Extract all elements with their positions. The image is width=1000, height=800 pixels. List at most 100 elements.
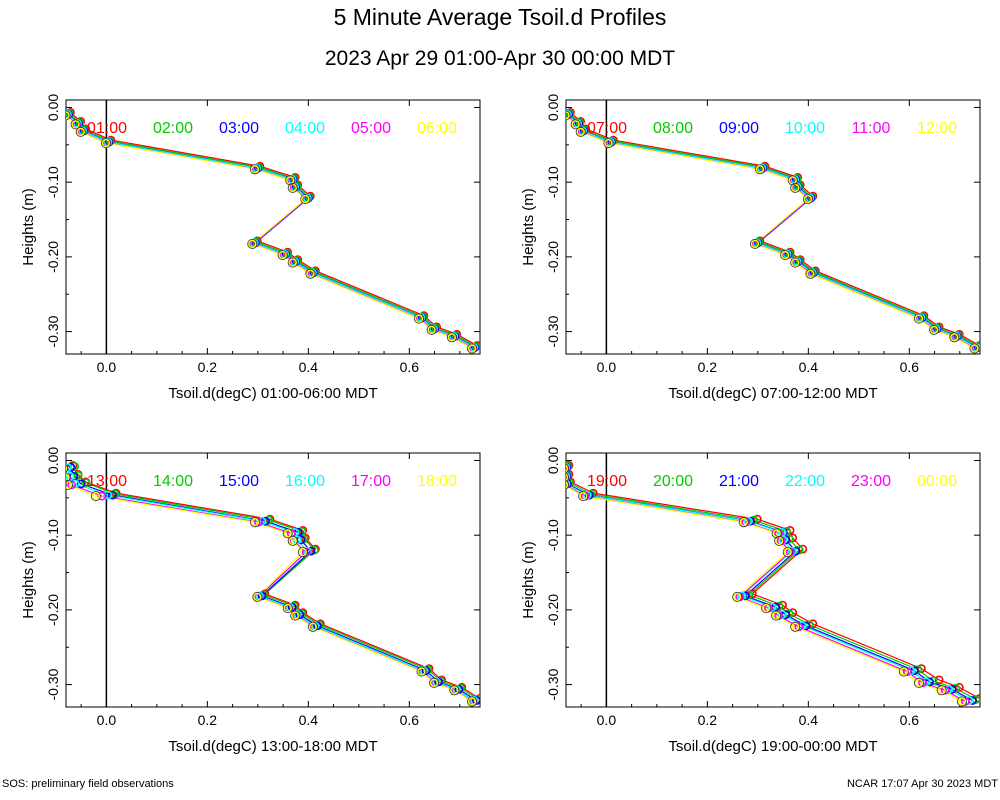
data-point [253, 517, 263, 527]
data-point-outline [787, 175, 798, 186]
data-point [283, 603, 293, 613]
data-point-outline [929, 324, 940, 335]
y-axis-label: Heights (m) [520, 188, 537, 266]
data-point-outline [446, 332, 457, 343]
data-point-outline [66, 479, 73, 490]
data-point [578, 491, 588, 501]
data-point-outline [249, 517, 260, 528]
plot-frame [565, 452, 981, 708]
x-tick-label: 0.2 [198, 712, 218, 728]
data-point-outline [90, 491, 101, 502]
data-point-outline [782, 547, 793, 558]
data-point [76, 127, 86, 137]
data-point-outline [805, 268, 816, 279]
data-point-outline [790, 257, 801, 268]
legend-label-09:00: 09:00 [719, 120, 759, 137]
data-point [101, 138, 111, 148]
data-point-outline [70, 119, 81, 130]
data-point-outline [287, 535, 298, 546]
data-point [76, 479, 86, 489]
legend-label-11:00: 11:00 [852, 120, 891, 137]
data-point [961, 697, 970, 706]
y-tick-label: -0.30 [45, 668, 61, 700]
data-point [761, 603, 771, 613]
y-tick-label: -0.30 [45, 315, 61, 347]
data-point-outline [300, 194, 311, 205]
legend-label-04:00: 04:00 [285, 120, 325, 137]
plot-frame [565, 99, 981, 355]
data-point [250, 164, 260, 174]
chart-panel-3: 0.0 0.2 0.4 0.6 0.00 -0.10 -0.20 -0.30 Tsoil.d(d… [20, 447, 481, 755]
series-line-19:00 [568, 465, 980, 700]
data-point-outline [780, 250, 791, 261]
data-point-outline [749, 238, 760, 249]
data-point [310, 544, 320, 554]
data-point-outline [570, 119, 581, 130]
series-line-15:00 [70, 467, 477, 702]
data-point [288, 536, 298, 546]
data-point-outline [449, 685, 460, 696]
x-tick-label: 0.2 [698, 712, 718, 728]
data-point [308, 622, 318, 632]
x-tick-label: 0.6 [900, 359, 920, 375]
legend-label-06:00: 06:00 [417, 120, 457, 137]
series-line-00:00 [566, 485, 963, 703]
data-point [91, 491, 101, 501]
legend-label-03:00: 03:00 [219, 120, 259, 137]
plot-frame [65, 452, 481, 708]
x-tick-label: 0.2 [698, 359, 718, 375]
data-point-outline [936, 685, 947, 696]
data-point [295, 610, 305, 619]
series-line-17:00 [66, 473, 474, 703]
data-point-outline [566, 480, 569, 490]
chart-panel-4: 0.0 0.2 0.4 0.6 0.00 -0.10 -0.20 -0.30 Tsoil.d(d… [520, 447, 981, 755]
data-point [427, 325, 436, 335]
data-point [417, 667, 426, 676]
y-tick-label: -0.10 [545, 166, 561, 198]
data-point-outline [898, 666, 909, 677]
x-tick-label: 0.4 [299, 712, 319, 728]
data-point-outline [956, 696, 967, 707]
legend-label-16:00: 16:00 [285, 473, 325, 490]
data-point-outline [290, 610, 301, 621]
data-point [940, 685, 950, 695]
chart-panel-2: 0.0 0.2 0.4 0.6 0.00 -0.10 -0.20 -0.30 Tsoil.d(d… [520, 94, 981, 402]
legend-label-13:00: 13:00 [87, 473, 127, 490]
data-point-outline [100, 138, 111, 149]
y-tick-label: -0.10 [45, 519, 61, 551]
data-point [449, 685, 459, 695]
data-point [288, 258, 298, 267]
data-point-outline [429, 677, 440, 688]
data-point-outline [249, 164, 260, 175]
x-tick-label: 0.4 [799, 712, 819, 728]
y-tick-label: -0.20 [45, 594, 61, 626]
data-point [247, 239, 257, 249]
data-point-outline [287, 182, 298, 193]
series-line-18:00 [66, 476, 473, 703]
plot-area [66, 460, 480, 707]
legend-label-00:00: 00:00 [917, 473, 957, 490]
x-axis-label: Tsoil.d(degC) 13:00-18:00 MDT [168, 738, 377, 755]
data-point [447, 332, 457, 342]
data-point-outline [969, 343, 980, 354]
data-point [970, 344, 979, 353]
data-point [298, 526, 308, 535]
chart-title: 5 Minute Average Tsoil.d Profiles [334, 4, 667, 30]
data-point [252, 592, 262, 602]
data-point [803, 194, 813, 204]
plot-area [66, 108, 480, 354]
data-point [934, 675, 944, 685]
legend-label-20:00: 20:00 [653, 473, 693, 490]
data-point [566, 111, 570, 120]
data-point [97, 491, 107, 501]
data-point-outline [247, 238, 258, 249]
data-point [794, 622, 804, 632]
data-point [300, 533, 310, 543]
data-point-outline [416, 666, 427, 677]
x-axis-label: Tsoil.d(degC) 01:00-06:00 MDT [168, 385, 377, 402]
data-point-outline [66, 472, 71, 483]
x-tick-label: 0.4 [299, 359, 319, 375]
data-point [278, 250, 287, 260]
legend-label-10:00: 10:00 [785, 120, 825, 137]
data-point-outline [66, 110, 71, 121]
